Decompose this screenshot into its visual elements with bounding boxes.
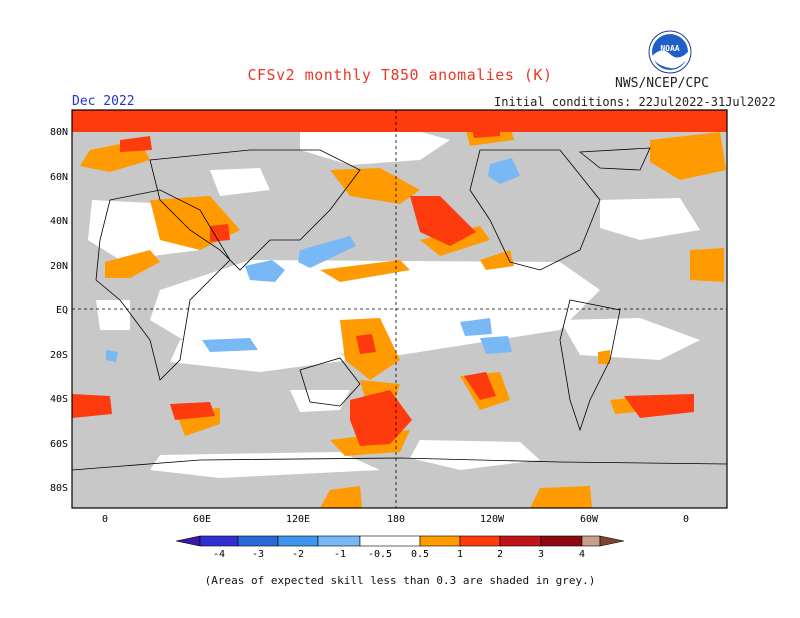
lat-tick-label: 60N <box>50 172 68 183</box>
lat-tick-label: 40S <box>50 394 68 405</box>
colorbar: -4 -3 -2 -1 -0.5 0.5 1 2 3 4 <box>175 535 625 560</box>
coastlines <box>72 147 727 471</box>
lat-tick-label: 80N <box>50 127 68 138</box>
initial-conditions: Initial conditions: 22Jul2022-31Jul2022 <box>494 95 776 109</box>
colorbar-label: 4 <box>579 549 585 560</box>
agency-label: NWS/NCEP/CPC <box>615 76 709 91</box>
lat-tick-label: 20N <box>50 261 68 272</box>
lat-tick-label: 40N <box>50 216 68 227</box>
colorbar-label: -3 <box>252 549 264 560</box>
colorbar-label: -0.5 <box>368 549 392 560</box>
negative-anomaly-regions <box>106 158 520 362</box>
map-title: CFSv2 monthly T850 anomalies (K) <box>247 66 553 84</box>
lat-tick-label: 60S <box>50 439 68 450</box>
map-frame <box>71 109 728 509</box>
lon-tick-label: 0 <box>102 514 108 525</box>
lon-tick-label: 60E <box>193 514 211 525</box>
lon-tick-label: 60W <box>580 514 599 525</box>
colorbar-segment <box>459 535 501 547</box>
skill-mask-region <box>72 110 727 508</box>
skill-caption: (Areas of expected skill less than 0.3 a… <box>204 574 596 587</box>
colorbar-segment <box>237 535 279 547</box>
anomaly-field <box>72 110 727 508</box>
colorbar-label: 3 <box>538 549 544 560</box>
lon-tick-label: 0 <box>683 514 689 525</box>
noaa-logo-icon: NOAA <box>648 30 692 74</box>
high-skill-regions <box>88 126 700 478</box>
lat-tick-label: EQ <box>56 305 68 316</box>
colorbar-segment <box>581 535 601 547</box>
colorbar-segment <box>419 535 461 547</box>
colorbar-label: 2 <box>497 549 503 560</box>
colorbar-segment <box>277 535 319 547</box>
lat-tick-label: 20S <box>50 350 68 361</box>
colorbar-label: 0.5 <box>411 549 429 560</box>
lat-tick-label: 80S <box>50 483 68 494</box>
lon-tick-label: 120E <box>286 514 310 525</box>
colorbar-segment <box>540 535 583 547</box>
moderate-positive-regions <box>72 110 727 446</box>
svg-text:NOAA: NOAA <box>660 44 679 53</box>
colorbar-segment <box>199 535 239 547</box>
colorbar-segment <box>499 535 542 547</box>
colorbar-arrow-low <box>175 535 201 547</box>
gridlines <box>72 110 727 508</box>
colorbar-arrow-high <box>599 535 625 547</box>
colorbar-segment <box>359 535 421 547</box>
lon-tick-label: 180 <box>387 514 405 525</box>
lon-tick-label: 120W <box>480 514 505 525</box>
colorbar-segment <box>317 535 361 547</box>
forecast-month: Dec 2022 <box>72 94 135 109</box>
colorbar-label: 1 <box>457 549 463 560</box>
colorbar-label: -4 <box>213 549 225 560</box>
colorbar-label: -1 <box>334 549 346 560</box>
colorbar-label: -2 <box>292 549 304 560</box>
axis-labels: 0 60E 120E 180 120W 60W 0 80N 60N 40N 20… <box>50 127 689 525</box>
weak-positive-regions <box>80 126 726 508</box>
